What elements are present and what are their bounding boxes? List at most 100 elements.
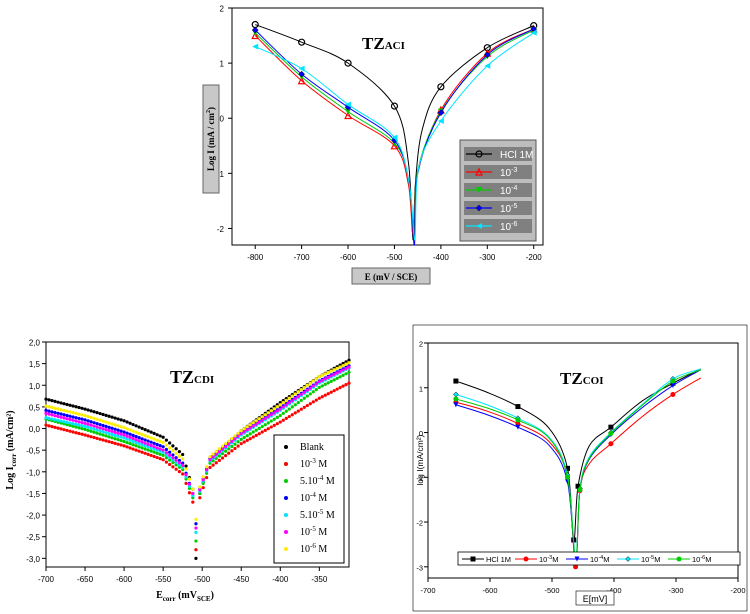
- data-point: [47, 416, 51, 420]
- data-point: [453, 396, 459, 402]
- data-point: [269, 413, 273, 417]
- data-point: [152, 445, 156, 449]
- data-point: [116, 431, 120, 435]
- data-point: [344, 366, 348, 371]
- data-point: [257, 426, 261, 430]
- data-point: [86, 408, 90, 412]
- data-point: [194, 530, 198, 534]
- data-point: [134, 438, 138, 442]
- data-point: [68, 421, 72, 425]
- data-point: [168, 458, 172, 462]
- data-point: [168, 462, 172, 467]
- data-point: [80, 406, 84, 410]
- data-point: [116, 428, 120, 432]
- data-point: [168, 446, 172, 450]
- data-point: [158, 439, 162, 443]
- data-point: [205, 468, 209, 472]
- legend-label-unit: M: [316, 544, 328, 555]
- data-point: [95, 425, 99, 429]
- data-point: [290, 405, 294, 409]
- legend-label-sup: -5: [318, 508, 324, 516]
- y-axis-label: log I(mA/cm²): [415, 434, 425, 485]
- data-point: [275, 415, 279, 419]
- data-point: [98, 422, 102, 427]
- data-point: [158, 457, 162, 461]
- data-point: [143, 438, 147, 442]
- data-point: [53, 425, 57, 429]
- chart-tzaci: -800 -700 -600 -500 -400 -300 -200-2-1012TZACI…: [202, 5, 544, 285]
- data-point: [239, 429, 243, 433]
- data-point: [116, 438, 120, 442]
- y-tick-label: -2: [416, 519, 423, 528]
- data-point: [177, 458, 182, 463]
- legend-label-sup: -5: [310, 525, 316, 533]
- data-point: [257, 417, 261, 421]
- data-point: [236, 440, 240, 444]
- legend-marker: [475, 167, 483, 176]
- data-point: [344, 372, 348, 376]
- data-point: [266, 427, 270, 431]
- legend-marker: [574, 556, 580, 562]
- data-point: [152, 441, 156, 445]
- y-axis-label: Log Icorr (mA/cm²): [5, 410, 18, 489]
- data-point: [171, 460, 175, 465]
- data-point: [44, 397, 48, 401]
- legend-row-bg: [464, 183, 532, 197]
- y-tick-label: 1,5: [29, 360, 41, 369]
- data-point: [137, 439, 141, 443]
- data-point: [86, 419, 90, 423]
- data-point: [287, 401, 291, 405]
- data-point: [131, 447, 135, 451]
- data-point: [208, 458, 212, 462]
- chart-title: TZCDI: [170, 367, 214, 387]
- data-point: [251, 31, 260, 40]
- legend-label-sup: -6: [700, 555, 705, 561]
- data-point: [220, 447, 225, 451]
- data-point: [164, 451, 168, 455]
- data-point: [149, 453, 153, 458]
- data-point: [110, 432, 114, 437]
- data-point: [205, 475, 209, 480]
- data-point: [116, 417, 120, 421]
- data-point: [248, 432, 252, 436]
- data-point: [251, 424, 255, 428]
- data-point: [608, 441, 614, 447]
- data-point: [335, 387, 339, 391]
- data-point: [134, 434, 138, 439]
- data-point: [332, 378, 336, 382]
- data-point: [308, 386, 312, 390]
- y-tick-label: -1,0: [26, 468, 40, 477]
- legend-label-unit: M: [316, 459, 328, 470]
- data-point: [326, 370, 330, 375]
- data-point: [68, 410, 72, 414]
- data-point: [260, 430, 264, 434]
- data-point: [272, 411, 276, 415]
- data-point: [168, 453, 172, 457]
- data-point: [338, 386, 342, 390]
- data-point: [227, 447, 231, 451]
- data-point: [317, 380, 321, 384]
- data-point: [80, 432, 84, 436]
- x-tick-label: -600: [116, 575, 133, 584]
- data-point: [191, 491, 195, 496]
- data-point: [44, 416, 48, 420]
- data-point: [113, 437, 117, 441]
- data-point: [89, 429, 93, 433]
- plot-frame: [427, 342, 739, 579]
- data-point: [174, 458, 178, 462]
- data-point: [257, 420, 261, 424]
- data-point: [174, 463, 178, 467]
- data-point: [254, 422, 258, 426]
- data-point: [128, 421, 132, 425]
- data-point: [275, 409, 279, 413]
- data-point: [149, 449, 153, 453]
- data-point: [269, 409, 273, 413]
- data-point: [293, 396, 297, 401]
- data-point: [608, 430, 614, 436]
- data-point: [335, 371, 339, 375]
- y-tick-label: 2: [220, 5, 225, 14]
- data-point: [155, 455, 159, 460]
- data-point: [347, 361, 351, 365]
- data-point: [101, 423, 105, 428]
- data-point: [242, 435, 246, 440]
